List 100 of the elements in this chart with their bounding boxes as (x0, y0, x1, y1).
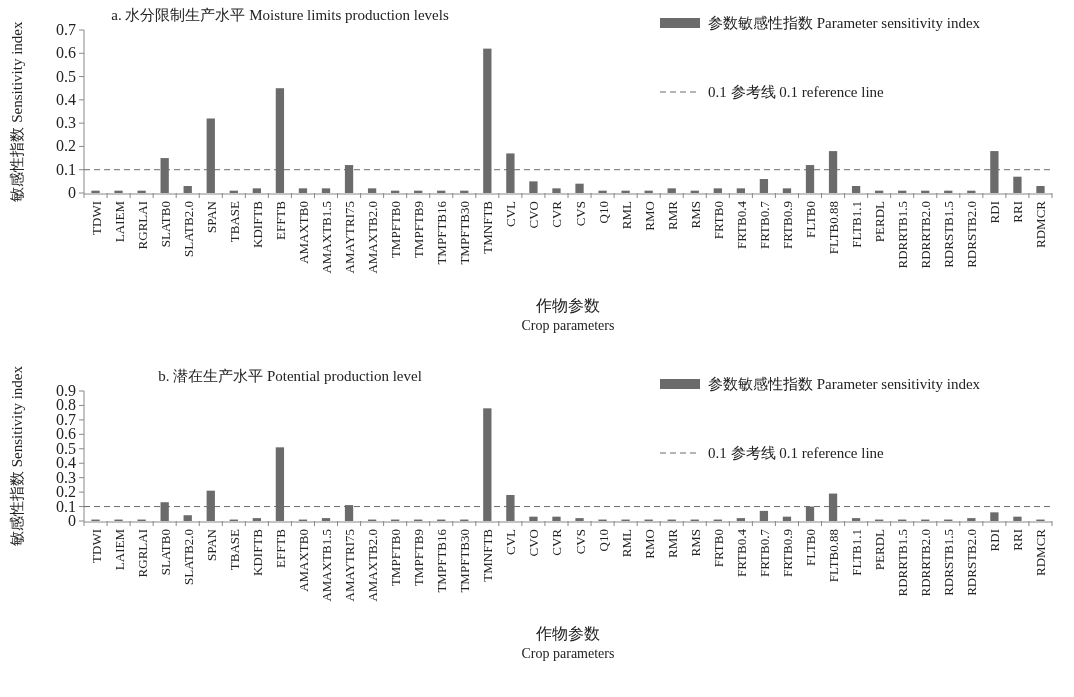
x-tick-label: EFFTB (272, 200, 288, 241)
x-tick-label: TMPFTB9 (411, 201, 427, 259)
x-tick-label: SLATB0 (157, 201, 173, 248)
bar (851, 186, 861, 193)
y-tick-label: 0.5 (56, 67, 76, 85)
x-tick-label: AMAXTB0 (295, 529, 311, 592)
x-tick-label: RDRSTB1.5 (941, 201, 957, 268)
x-tick-label: RDRRTB1.5 (895, 529, 911, 597)
x-tick-label: FLTB0 (803, 529, 818, 567)
x-tick-label: FRTB0 (710, 529, 726, 568)
x-tick-label: FRTB0.4 (733, 528, 749, 577)
x-tick-label: AMAYTRI75 (342, 529, 358, 602)
x-tick-label: RMS (687, 529, 703, 557)
x-tick-label: TDWI (88, 529, 104, 563)
bar (321, 518, 331, 521)
bar (183, 186, 192, 193)
x-tick-label: LAIEM (111, 200, 127, 243)
bar (252, 188, 262, 193)
x-tick-label: AMAXTB2.0 (365, 529, 381, 602)
x-tick-label: FLTB1.1 (849, 529, 865, 576)
bar (759, 510, 769, 521)
x-tick-label: Q10 (595, 201, 611, 224)
bar (967, 518, 976, 521)
bar (137, 190, 146, 193)
x-tick-label: SPAN (203, 200, 219, 234)
bar (552, 188, 561, 193)
x-tick-label: RDRRTB2.0 (918, 201, 934, 269)
chart-title: b. 潜在生产水平 Potential production level (158, 368, 422, 384)
bar (621, 190, 630, 193)
x-tick-label: KDIFTB (249, 528, 265, 576)
x-tick-label: RRI (1010, 201, 1026, 223)
x-tick-label: SLATB0 (157, 529, 173, 576)
x-tick-label: Q10 (595, 529, 611, 552)
bar (183, 515, 192, 521)
x-tick-label: PERDL (872, 528, 888, 571)
bar (736, 188, 746, 193)
y-tick-label: 0.9 (56, 382, 76, 399)
bar (252, 518, 262, 521)
y-tick-label: 0.2 (56, 137, 76, 155)
bar (782, 188, 792, 193)
x-tick-label: RMR (664, 528, 680, 558)
x-tick-label: SPAN (203, 528, 219, 562)
x-tick-label: RDMCR (1033, 200, 1049, 248)
x-tick-label: FRTB0.4 (733, 200, 749, 249)
y-tick-label: 0 (68, 184, 76, 201)
y-axis-title: 敏感性指数 Sensitivity index (9, 365, 25, 546)
x-tick-label: AMAYTRI75 (342, 201, 358, 274)
x-tick-label: CVR (549, 528, 565, 556)
x-tick-label: FRTB0.7 (756, 200, 772, 249)
bar (575, 518, 584, 521)
x-tick-label: CVO (526, 529, 542, 557)
x-tick-label: TMPFTB16 (434, 528, 450, 593)
x-axis-title: 作物参数 Crop parameters (521, 297, 615, 333)
x-tick-label: KDIFTB (249, 200, 265, 248)
bar (1013, 516, 1022, 521)
x-tick-label: AMAXTB2.0 (365, 201, 381, 274)
x-tick-label: SLATB2.0 (180, 201, 196, 257)
bar (321, 188, 331, 193)
x-tick-label: AMAXTB1.5 (319, 201, 334, 274)
x-tick-label: RDRRTB1.5 (895, 201, 911, 269)
legend-label: 参数敏感性指数 Parameter sensitivity index (708, 376, 981, 392)
x-tick-label: TMPFTB0 (388, 529, 404, 587)
x-tick-label: FLTB0 (803, 201, 818, 239)
x-tick-label: RRI (1010, 529, 1026, 551)
x-tick-label: RDI (987, 201, 1003, 224)
x-tick-label: FRTB0.9 (779, 201, 795, 249)
x-tick-label: FRTB0.9 (779, 529, 795, 577)
x-tick-label: RDMCR (1033, 528, 1049, 576)
x-tick-label: EFFTB (272, 528, 288, 569)
bar (736, 518, 746, 521)
x-tick-label: CVS (572, 201, 588, 227)
y-tick-label: 0 (68, 512, 76, 529)
bar (1036, 186, 1045, 193)
x-tick-label: FLTB0.88 (826, 529, 842, 583)
x-tick-label: TMNFTB (480, 528, 496, 582)
bar (667, 188, 676, 193)
y-axis-title: 敏感性指数 Sensitivity index (9, 21, 25, 202)
x-tick-label: FRTB0 (710, 201, 726, 240)
x-tick-label: CVL (503, 528, 519, 555)
x-tick-label: TMPFTB30 (457, 201, 473, 265)
x-tick-label: TMPFTB0 (388, 201, 404, 259)
x-tick-label: RDRSTB2.0 (964, 201, 980, 268)
x-tick-label: FLTB0.88 (826, 201, 842, 255)
x-tick-label: CVR (549, 200, 565, 228)
bar (598, 190, 607, 193)
y-tick-label: 0.3 (56, 114, 76, 132)
bar (529, 181, 538, 193)
x-tick-label: RGRLAI (134, 201, 150, 250)
x-tick-label: RDRSTB2.0 (964, 529, 980, 596)
x-tick-label: RDRRTB2.0 (918, 529, 934, 597)
legend-label: 0.1 参考线 0.1 reference line (708, 84, 885, 100)
x-tick-label: RDI (987, 529, 1003, 552)
x-tick-label: FRTB0.7 (756, 528, 772, 577)
legend-label: 参数敏感性指数 Parameter sensitivity index (708, 15, 981, 31)
bar (367, 188, 377, 193)
x-tick-label: RMS (687, 201, 703, 229)
x-tick-label: TBASE (226, 200, 242, 243)
x-tick-label: TMPFTB16 (434, 200, 450, 265)
x-tick-label: LAIEM (111, 528, 127, 571)
x-tick-label: TMPFTB30 (457, 529, 473, 593)
